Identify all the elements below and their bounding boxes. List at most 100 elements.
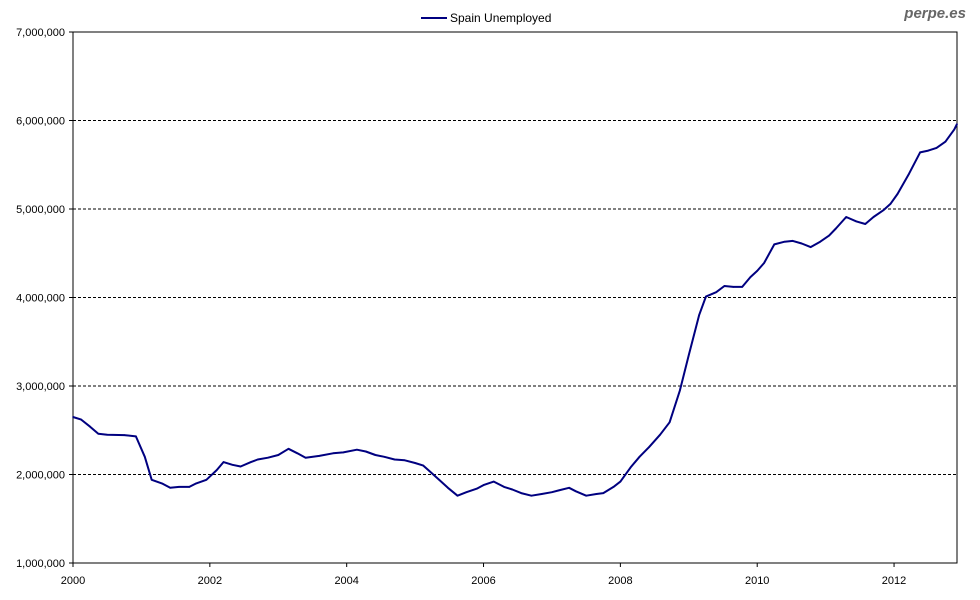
data-point <box>429 471 432 473</box>
data-point <box>493 480 495 483</box>
x-tick-label: 2010 <box>745 575 769 587</box>
x-tick-label: 2012 <box>882 575 906 587</box>
data-point <box>383 456 386 458</box>
data-point <box>575 490 577 493</box>
data-point <box>540 493 543 495</box>
data-point <box>612 486 615 488</box>
data-point <box>169 487 171 489</box>
data-point <box>619 480 622 483</box>
data-point <box>715 291 717 294</box>
data-point <box>475 487 478 490</box>
data-point <box>889 202 892 205</box>
data-point <box>732 286 735 288</box>
data-point <box>792 240 794 242</box>
data-point <box>503 486 505 488</box>
data-point <box>763 262 765 264</box>
data-point <box>296 452 299 455</box>
y-tick-label: 4,000,000 <box>16 293 65 305</box>
data-point <box>393 458 396 461</box>
data-point <box>558 489 560 492</box>
data-point <box>908 172 910 175</box>
data-point <box>530 494 533 497</box>
data-point <box>688 354 690 356</box>
data-point <box>456 494 459 497</box>
legend: Spain Unemployed <box>421 11 551 25</box>
data-point <box>89 425 91 428</box>
data-point <box>956 123 958 125</box>
data-point <box>304 456 307 459</box>
data-point <box>659 433 661 436</box>
data-point <box>267 456 269 459</box>
data-point <box>482 484 485 486</box>
data-point <box>927 149 930 152</box>
data-point <box>741 286 743 288</box>
data-point <box>250 461 252 463</box>
data-point <box>819 240 821 243</box>
data-point <box>205 479 208 481</box>
data-point <box>239 465 242 468</box>
data-point <box>705 295 707 298</box>
data-point <box>595 493 598 495</box>
data-point <box>332 452 334 455</box>
data-point <box>447 487 449 489</box>
data-point <box>568 487 570 489</box>
y-axis: 1,000,000 2,000,000 3,000,000 4,000,000 5,00… <box>16 27 73 570</box>
data-point <box>783 240 786 243</box>
data-point <box>602 492 605 494</box>
data-point <box>150 479 153 481</box>
data-point <box>828 234 830 237</box>
data-point <box>365 450 367 453</box>
data-point <box>935 147 938 149</box>
y-tick-label: 6,000,000 <box>16 116 65 128</box>
data-point <box>318 455 321 457</box>
data-point <box>422 464 425 467</box>
data-point <box>585 494 587 497</box>
data-point <box>97 433 100 435</box>
data-point <box>144 456 146 458</box>
data-point <box>287 448 290 450</box>
data-point <box>231 464 234 466</box>
watermark: perpe.es <box>904 5 966 22</box>
data-point <box>953 128 956 131</box>
data-point <box>356 448 358 451</box>
data-point <box>668 421 671 424</box>
data-point <box>809 246 812 248</box>
data-point <box>80 418 82 421</box>
y-tick-label: 1,000,000 <box>16 558 65 570</box>
data-point <box>896 193 899 195</box>
data-point <box>511 488 514 491</box>
data-point <box>551 491 553 494</box>
legend-label-spain-unemployed: Spain Unemployed <box>450 11 551 25</box>
x-tick-label: 2000 <box>61 575 85 587</box>
data-point <box>438 479 440 481</box>
data-point <box>883 209 885 211</box>
data-point <box>215 469 218 471</box>
data-point <box>414 462 416 464</box>
y-tick-label: 5,000,000 <box>16 204 65 216</box>
x-tick-label: 2002 <box>198 575 222 587</box>
data-point <box>749 276 752 278</box>
data-point <box>277 454 280 456</box>
x-tick-label: 2006 <box>471 575 495 587</box>
data-point <box>773 243 776 246</box>
data-point <box>872 216 875 218</box>
x-tick-label: 2004 <box>334 575 358 587</box>
data-point <box>178 486 180 488</box>
data-point <box>465 491 468 494</box>
data-point <box>135 435 137 438</box>
y-tick-label: 7,000,000 <box>16 27 65 39</box>
data-point <box>800 242 803 245</box>
data-point <box>520 492 522 494</box>
data-point <box>944 140 947 143</box>
data-point <box>256 458 259 461</box>
data-point <box>855 220 858 223</box>
series-layer <box>72 123 958 497</box>
data-point <box>374 454 377 456</box>
data-point <box>756 270 758 272</box>
data-point <box>679 389 681 392</box>
data-point <box>845 216 847 218</box>
data-point <box>106 433 108 436</box>
data-point <box>222 461 225 463</box>
